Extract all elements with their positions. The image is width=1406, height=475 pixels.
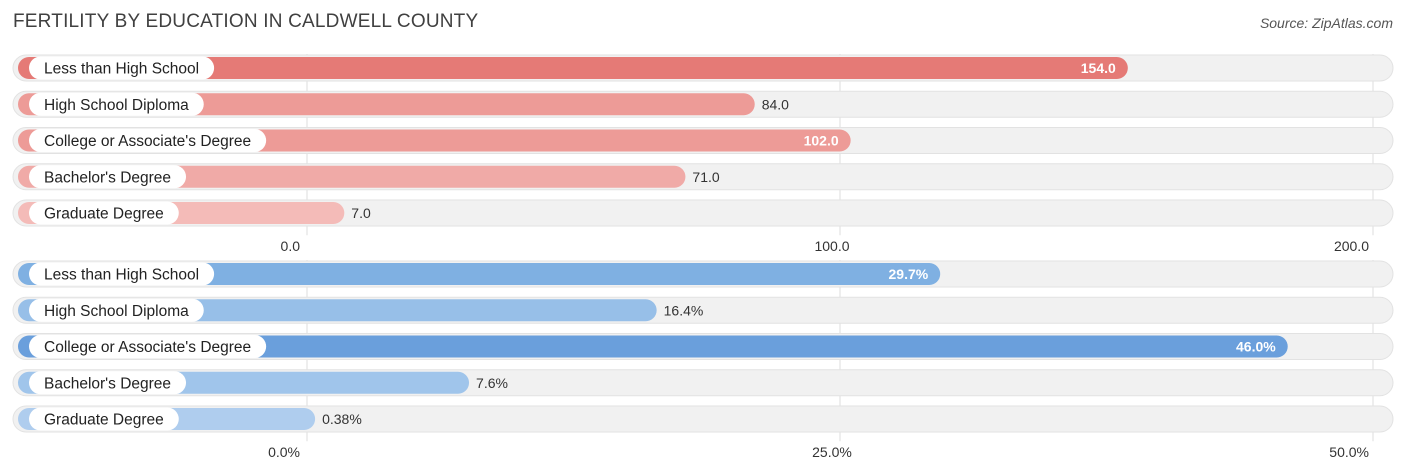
x-tick-label: 0.0	[281, 238, 301, 254]
bar	[18, 165, 686, 188]
category-pill	[29, 262, 215, 286]
x-tick-label: 100.0	[814, 238, 849, 254]
category-pill	[29, 371, 187, 395]
category-label: Graduate Degree	[44, 206, 164, 223]
bar-track	[12, 405, 1394, 433]
value-label: 16.4%	[664, 302, 704, 318]
bar	[18, 57, 1128, 79]
category-pill	[29, 201, 179, 225]
value-label: 7.0	[351, 205, 371, 221]
category-label: High School Diploma	[44, 303, 189, 320]
x-tick-label: 200.0	[1334, 238, 1369, 254]
category-label: Graduate Degree	[44, 412, 164, 429]
x-tick-label: 50.0%	[1329, 444, 1369, 460]
category-pill	[29, 335, 267, 358]
value-label: 102.0	[804, 133, 839, 149]
chart-title: FERTILITY BY EDUCATION IN CALDWELL COUNT…	[13, 11, 479, 32]
category-label: Bachelor's Degree	[44, 375, 171, 392]
x-tick-label: 25.0%	[812, 444, 852, 460]
value-label: 71.0	[692, 169, 719, 185]
category-pill	[29, 56, 215, 80]
category-label: Less than High School	[44, 61, 199, 78]
category-label: College or Associate's Degree	[44, 339, 251, 356]
category-label: College or Associate's Degree	[44, 133, 251, 150]
category-pill	[29, 298, 204, 322]
value-label: 154.0	[1081, 60, 1116, 76]
bar	[18, 263, 941, 285]
value-label: 29.7%	[889, 266, 929, 282]
category-pill	[29, 165, 187, 189]
value-label: 0.38%	[322, 411, 362, 427]
category-label: High School Diploma	[44, 97, 189, 114]
category-label: Bachelor's Degree	[44, 169, 171, 186]
value-label: 46.0%	[1236, 339, 1276, 355]
category-pill	[29, 92, 204, 116]
bar-track	[12, 199, 1394, 227]
category-pill	[29, 129, 267, 152]
category-label: Less than High School	[44, 267, 199, 284]
value-label: 7.6%	[476, 375, 508, 391]
value-label: 84.0	[762, 96, 789, 112]
source-credit: Source: ZipAtlas.com	[1259, 15, 1393, 31]
bar	[18, 335, 1288, 358]
category-pill	[29, 407, 179, 431]
x-tick-label: 0.0%	[268, 444, 300, 460]
